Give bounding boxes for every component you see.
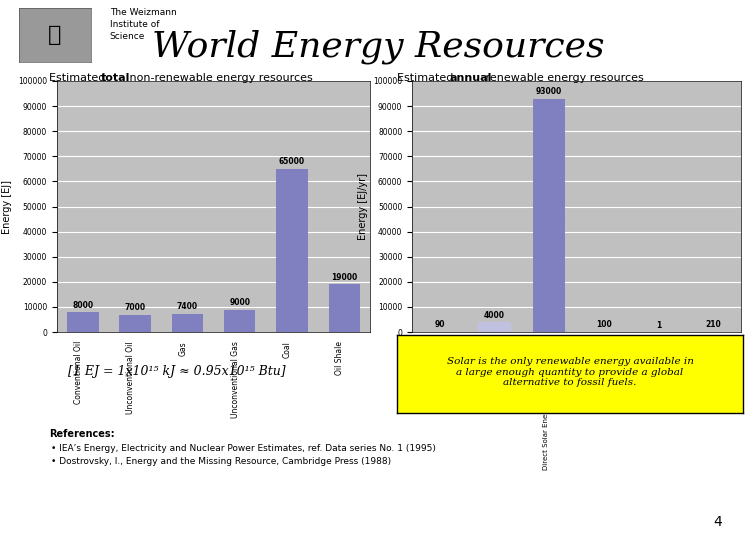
Y-axis label: Energy [EJ]: Energy [EJ] [2, 179, 12, 233]
Y-axis label: Energy [EJ/yr]: Energy [EJ/yr] [358, 173, 367, 240]
Bar [276, 169, 308, 332]
Text: 65000: 65000 [279, 157, 305, 166]
Text: Solar is the only renewable energy available in
a large enough quantity to provi: Solar is the only renewable energy avail… [447, 357, 693, 387]
Text: Conventional Oil: Conventional Oil [74, 341, 83, 404]
Text: The Weizmann: The Weizmann [110, 8, 176, 17]
Text: Hydro: Hydro [433, 341, 439, 362]
Text: Oil Shale: Oil Shale [336, 341, 344, 375]
Text: 7400: 7400 [177, 302, 198, 311]
Bar [224, 309, 256, 332]
Text: Estimated: Estimated [49, 73, 109, 83]
Bar [67, 312, 98, 332]
Text: 93000: 93000 [536, 87, 562, 96]
Bar [329, 285, 360, 332]
Text: Tides: Tides [652, 341, 658, 359]
Bar [532, 99, 565, 332]
Text: 19000: 19000 [331, 273, 358, 282]
Text: [1 EJ = 1x10¹⁵ kJ ≈ 0.95x10¹⁵ Btu]: [1 EJ = 1x10¹⁵ kJ ≈ 0.95x10¹⁵ Btu] [68, 364, 286, 377]
Text: annual: annual [449, 73, 491, 83]
Text: Institute of: Institute of [110, 20, 159, 29]
Text: 8000: 8000 [73, 300, 94, 309]
Text: 210: 210 [705, 320, 721, 329]
Text: Unconventional Gas: Unconventional Gas [231, 341, 240, 418]
Text: References:: References: [49, 429, 115, 440]
Bar [478, 322, 511, 332]
Text: 7000: 7000 [125, 303, 146, 312]
Text: Geothermal: Geothermal [598, 341, 604, 382]
Text: • Dostrovsky, I., Energy and the Missing Resource, Cambridge Press (1988): • Dostrovsky, I., Energy and the Missing… [51, 457, 392, 467]
Text: 4000: 4000 [484, 310, 505, 320]
Text: World Energy Resources: World Energy Resources [152, 30, 604, 64]
Text: 1: 1 [656, 321, 662, 329]
Text: • IEA’s Energy, Electricity and Nuclear Power Estimates, ref. Data series No. 1 : • IEA’s Energy, Electricity and Nuclear … [51, 444, 436, 453]
Text: 9000: 9000 [229, 298, 250, 307]
Text: Unconventional Oil: Unconventional Oil [126, 341, 135, 414]
Text: 90: 90 [434, 320, 445, 329]
Text: 100: 100 [596, 320, 612, 329]
Text: Biomass: Biomass [708, 341, 714, 370]
Text: Coal: Coal [283, 341, 292, 358]
Text: 4: 4 [713, 515, 722, 529]
Text: total: total [101, 73, 130, 83]
Text: Direct Solar Energy in Sunny Deserts: Direct Solar Energy in Sunny Deserts [543, 341, 549, 470]
Bar [172, 314, 203, 332]
Text: Estimated: Estimated [397, 73, 457, 83]
Text: renewable energy resources: renewable energy resources [482, 73, 643, 83]
Text: 🌿: 🌿 [48, 25, 61, 45]
Text: Wind: Wind [488, 341, 494, 359]
Bar [119, 314, 150, 332]
Text: Gas: Gas [178, 341, 187, 355]
Text: Science: Science [110, 32, 145, 41]
Text: non-renewable energy resources: non-renewable energy resources [126, 73, 313, 83]
